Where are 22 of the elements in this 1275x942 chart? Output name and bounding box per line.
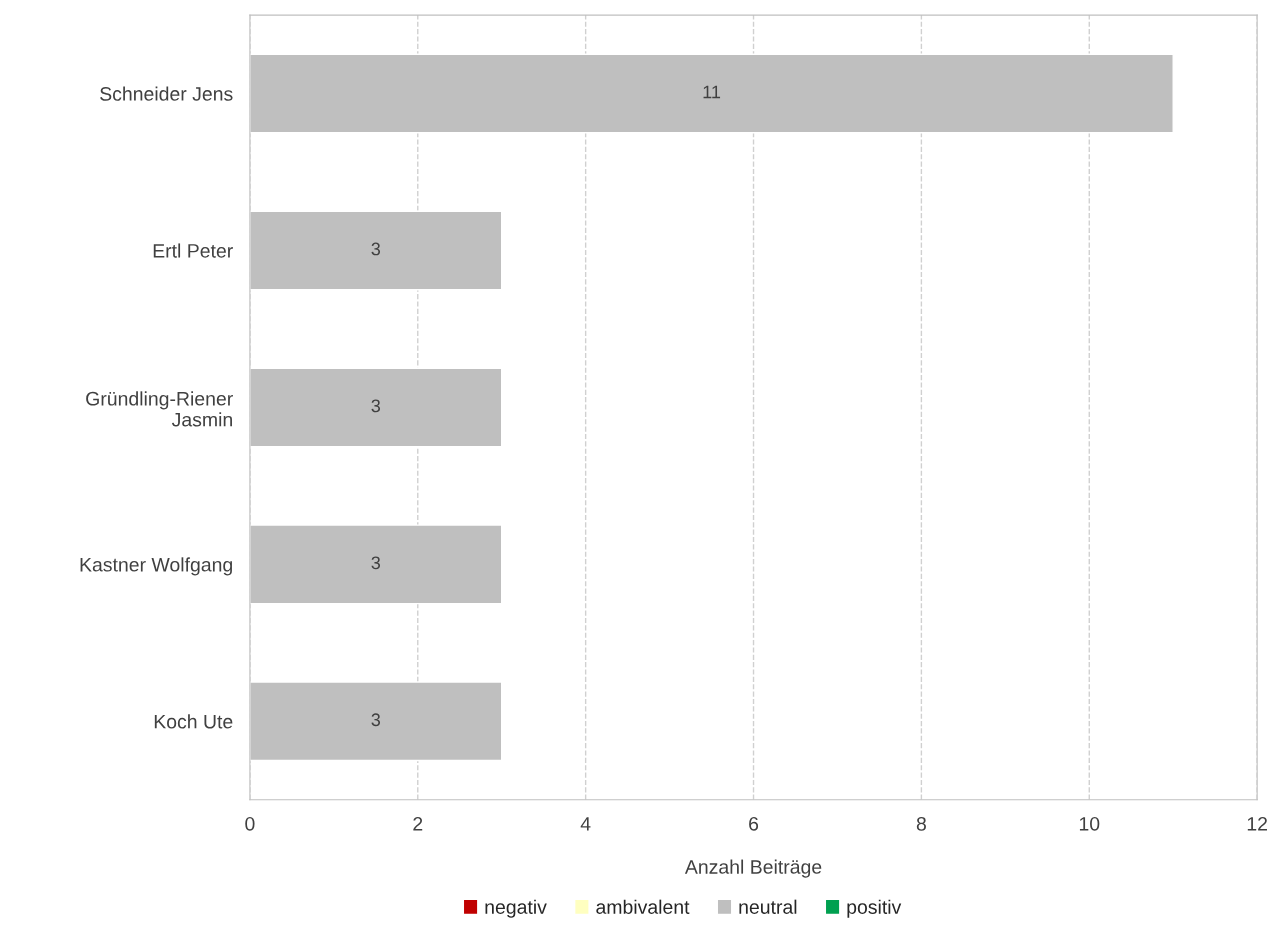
data-label: 3 — [371, 242, 381, 256]
data-label: 11 — [703, 85, 721, 99]
y-tick-label: Koch Ute — [154, 714, 233, 729]
x-tick-label: 2 — [413, 816, 423, 831]
data-label: 3 — [371, 556, 381, 570]
legend-label: negativ — [485, 899, 547, 918]
y-tick-label: Kastner Wolfgang — [80, 557, 232, 576]
x-tick-label: 12 — [1247, 816, 1267, 831]
x-tick-label: 6 — [749, 816, 759, 831]
x-tick-label: 0 — [245, 816, 255, 831]
x-axis-title: Anzahl Beiträge — [684, 859, 822, 878]
y-tick-label: Ertl Peter — [153, 243, 233, 258]
y-tick-label: Gründling-Riener Jasmin — [86, 391, 233, 427]
y-tick-label: Schneider Jens — [100, 86, 233, 101]
data-label: 3 — [371, 713, 381, 727]
legend-label: positiv — [847, 899, 902, 918]
x-tick-label: 8 — [916, 816, 926, 831]
legend-label: neutral — [739, 899, 797, 914]
x-tick-label: 10 — [1079, 816, 1100, 831]
data-label: 3 — [371, 399, 381, 413]
x-tick-label: 4 — [580, 817, 591, 831]
legend-label: ambivalent — [596, 899, 690, 914]
